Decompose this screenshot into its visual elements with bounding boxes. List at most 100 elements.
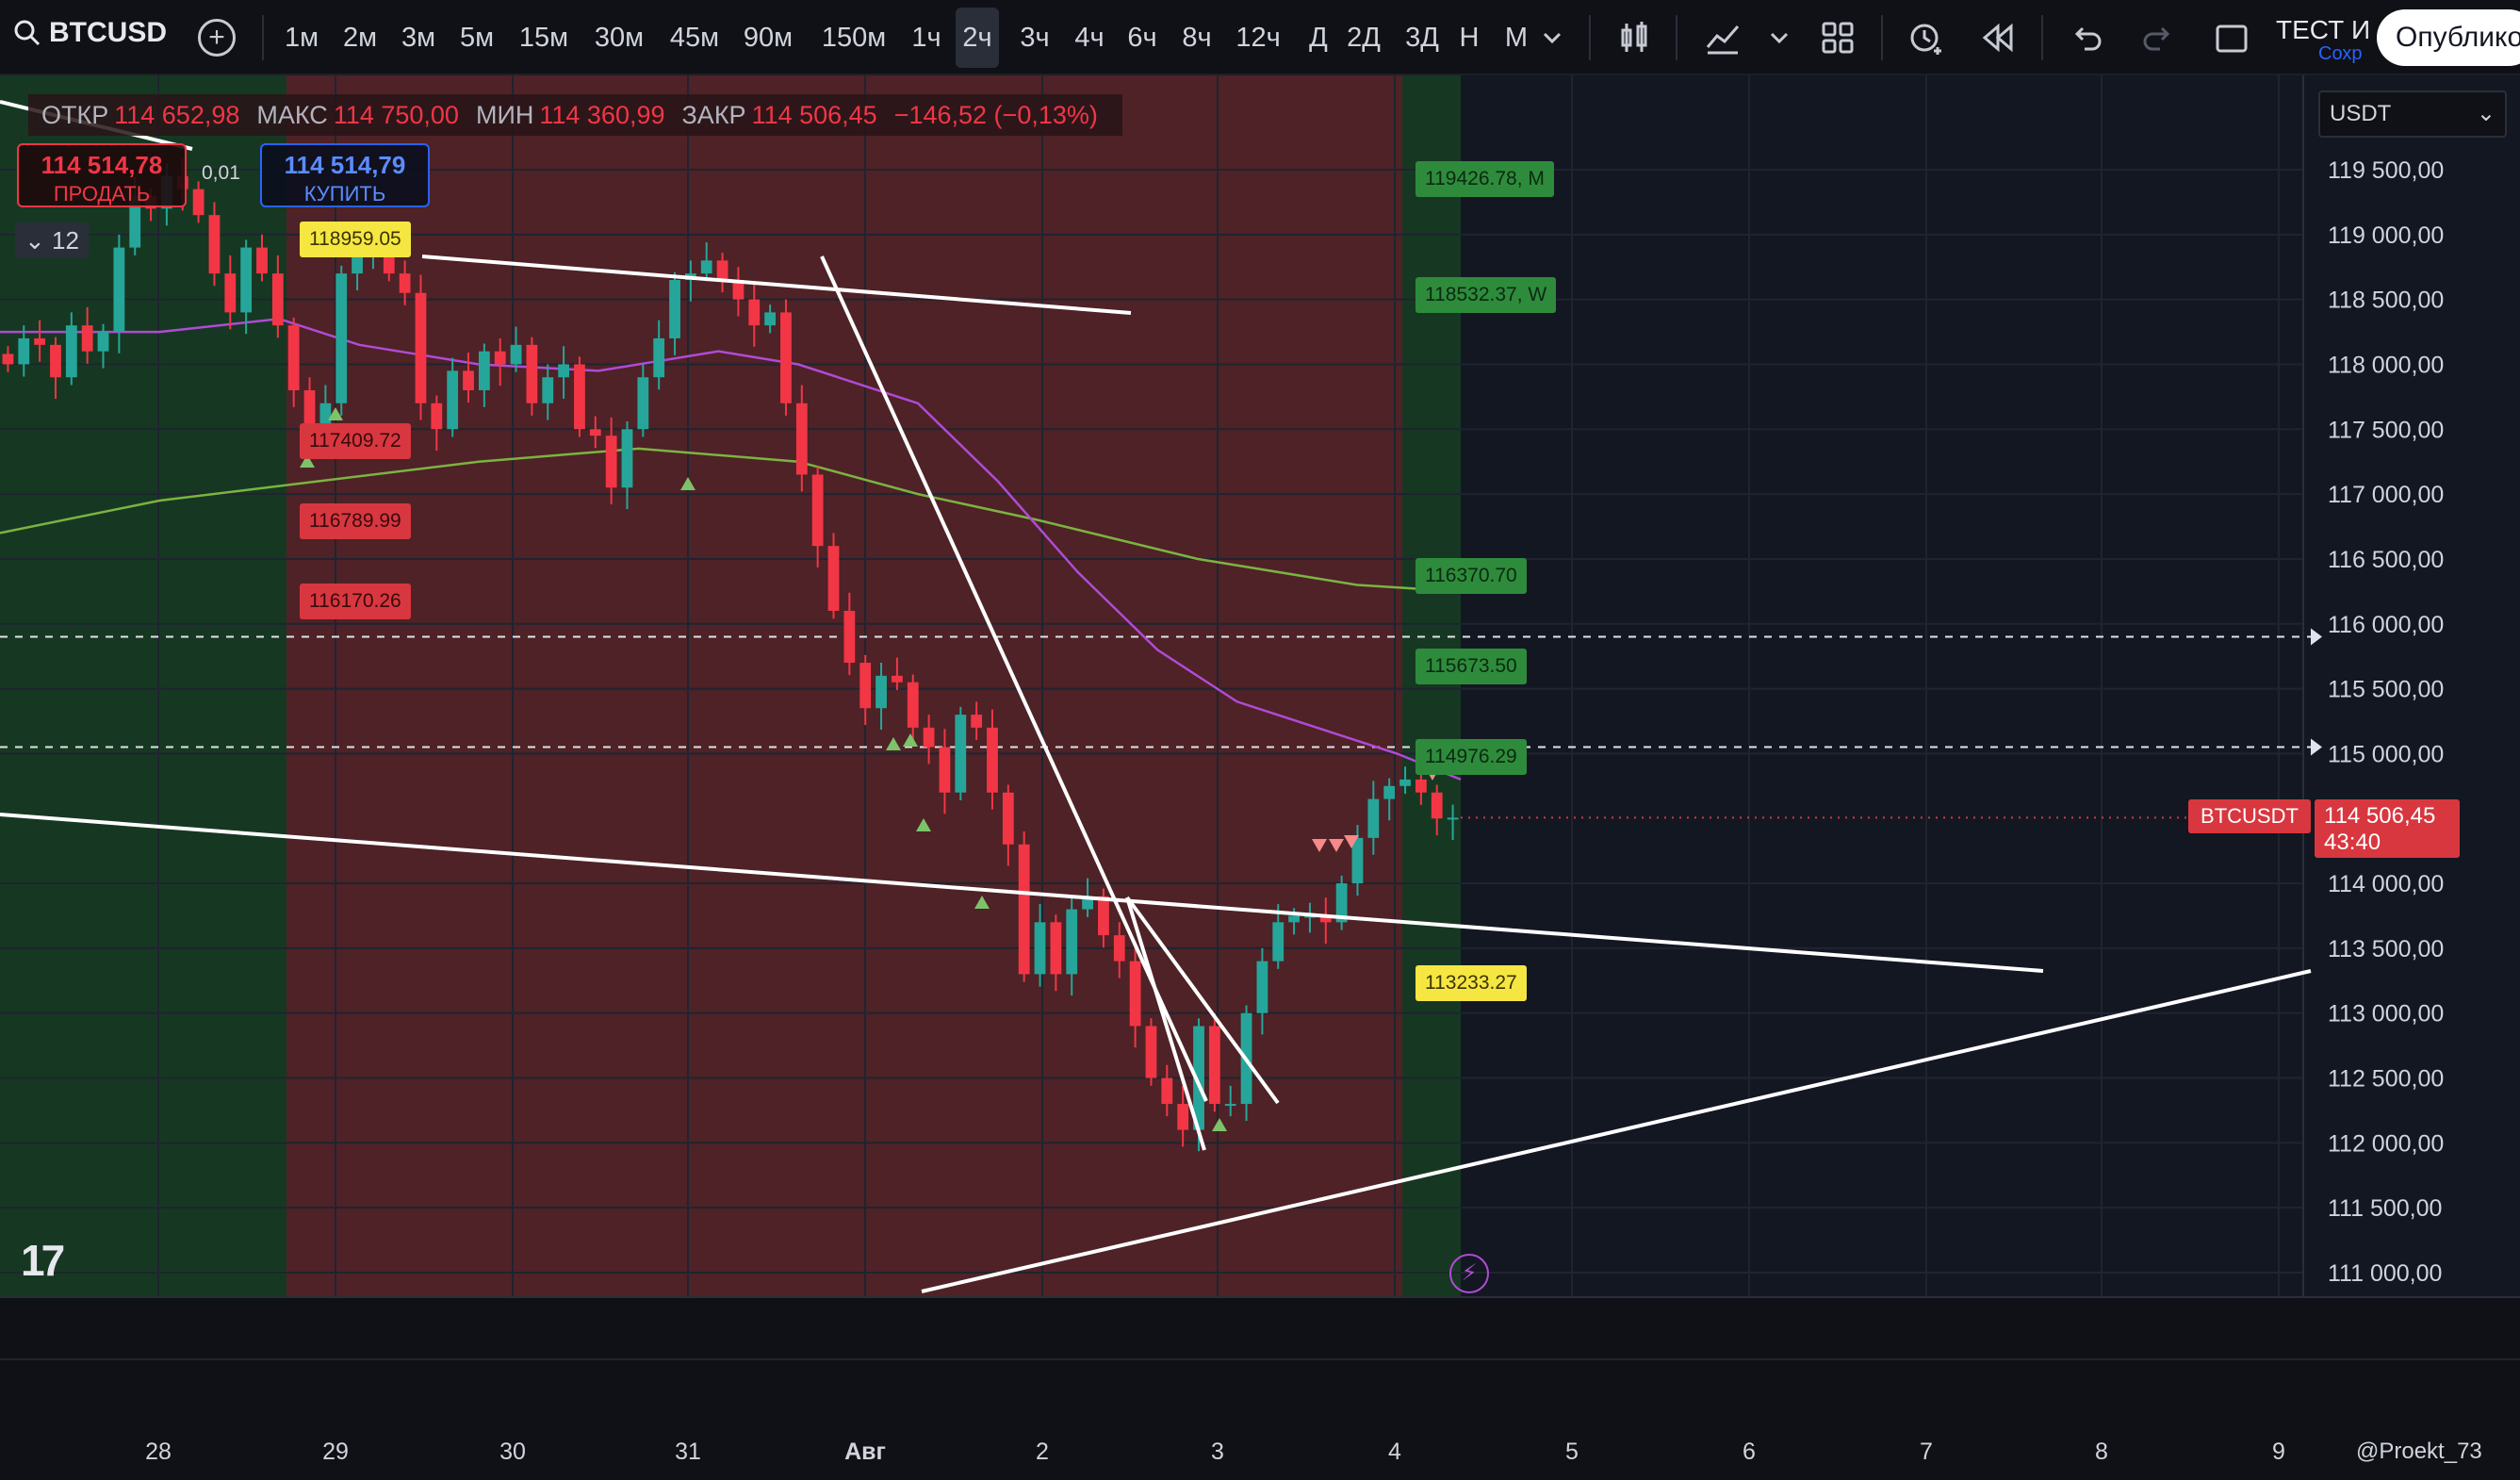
candle-body [811,474,824,547]
green-level-tag[interactable]: 116370.70 [1415,557,1527,594]
candle-body [447,370,459,430]
timeframe-1[interactable]: 2м [342,23,378,53]
indicators-collapse-button[interactable]: ⌄ 12 [15,222,89,258]
ohlc-legend: ОТКР 114 652,98 МАКС 114 750,00 МИН 114 … [28,94,1122,136]
candle-body [129,195,141,248]
candle-body [589,429,601,436]
green-level-tag[interactable]: 119426.78, M [1415,161,1554,198]
alert-clock-icon[interactable] [1906,17,1947,58]
buy-signal-icon [680,477,695,490]
timeframe-16[interactable]: Д [1309,23,1328,53]
price-axis-label: 115 500,00 [2328,677,2444,703]
timeframe-20[interactable]: М [1504,23,1529,53]
buy-signal-icon [974,896,990,909]
indicators-dropdown-icon[interactable] [1759,17,1800,58]
currency-select[interactable]: USDT ⌄ [2318,90,2507,138]
yellow-level-tag[interactable]: 113233.27 [1415,964,1527,1001]
candle-body [494,351,506,365]
indicators-count: 12 [52,226,79,255]
timeframe-18[interactable]: 3Д [1405,23,1439,53]
candle-body [1034,922,1046,975]
timeframe-7[interactable]: 90м [743,23,794,53]
price-axis-label: 111 000,00 [2328,1260,2442,1287]
buy-signal-icon [903,733,918,747]
timeframe-11[interactable]: 3ч [1020,23,1050,53]
timeframe-6[interactable]: 45м [669,23,720,53]
price-chart[interactable]: 119 500,00 119 000,00 118 500,00 118 000,00… [0,75,2520,1480]
candle-body [352,247,363,274]
buy-button[interactable]: 114 514,79 КУПИТЬ [260,143,430,207]
candle-body [1351,837,1364,884]
candle-body [1224,1104,1236,1107]
candle-body [764,312,777,326]
timeframe-19[interactable]: Н [1459,23,1480,53]
candle-body [716,260,728,280]
save-hint[interactable]: Сохр [2318,43,2363,64]
timeframe-2[interactable]: 3м [401,23,436,53]
timeframe-0[interactable]: 1м [284,23,319,53]
currency-value: USDT [2330,101,2392,126]
undo-icon[interactable] [2066,17,2107,58]
time-axis-label: 5 [1565,1439,1579,1465]
green-level-tag[interactable]: 118532.37, W [1415,277,1557,314]
redo-icon[interactable] [2137,17,2179,58]
layout-grid-icon[interactable] [1817,17,1858,58]
trend-line [0,813,2044,973]
toolbar-divider [1589,15,1591,60]
buy-price: 114 514,79 [284,151,406,179]
compare-add-icon[interactable]: + [198,19,236,57]
buy-signal-icon [1212,1118,1227,1131]
lightning-icon[interactable]: ⚡ [1449,1254,1489,1293]
price-axis-label: 115 000,00 [2328,741,2444,767]
price-axis-label: 112 500,00 [2328,1066,2444,1093]
timeframe-13[interactable]: 6ч [1127,23,1157,53]
spread-value: 0,01 [202,162,240,184]
low-value: 114 360,99 [539,100,665,129]
timeframe-4[interactable]: 15м [518,23,569,53]
candle-body [65,325,77,378]
fullscreen-icon[interactable] [2211,17,2252,58]
timeframe-15[interactable]: 12ч [1235,23,1281,53]
yellow-level-tag[interactable]: 118959.05 [300,222,411,258]
timeframe-3[interactable]: 5м [459,23,495,53]
timeframe-12[interactable]: 4ч [1074,23,1105,53]
timeframe-dropdown-icon[interactable] [1531,17,1573,58]
layout-name[interactable]: ТЕСТ И [2276,15,2371,44]
buy-signal-icon [916,818,931,831]
time-axis-label: 28 [145,1439,172,1465]
candle-body [415,292,427,403]
buy-signal-icon [328,407,343,420]
replay-icon[interactable] [1977,17,2019,58]
candle-body [1335,883,1348,923]
tradingview-logo-icon: 17 [21,1236,65,1285]
red-level-tag[interactable]: 116170.26 [300,584,411,620]
timeframe-8[interactable]: 150м [821,23,887,53]
symbol-name: BTCUSD [49,17,167,48]
candle-body [653,337,665,378]
green-level-tag[interactable]: 115673.50 [1415,648,1527,684]
green-level-tag[interactable]: 114976.29 [1415,738,1527,775]
chart-canvas[interactable]: 119 500,00 119 000,00 118 500,00 118 000,00… [0,75,2520,1480]
candle-body [621,429,633,488]
candle-body [574,364,585,430]
publish-button[interactable]: Опублико [2377,9,2520,66]
candle-body [431,403,443,430]
candle-body [732,280,745,300]
timeframe-9[interactable]: 1ч [911,23,941,53]
red-level-tag[interactable]: 116789.99 [300,503,411,540]
candle-body [463,370,474,390]
red-level-tag[interactable]: 117409.72 [300,422,411,459]
timeframe-14[interactable]: 8ч [1182,23,1212,53]
candles-chart-type-icon[interactable] [1613,17,1655,58]
candle-body [50,344,61,378]
candle-body [478,351,490,390]
candle-body [97,332,109,352]
price-axis-label: 113 500,00 [2328,936,2444,962]
timeframe-10[interactable]: 2ч [956,8,999,68]
candle-body [907,682,919,728]
timeframe-17[interactable]: 2Д [1347,23,1381,53]
indicators-icon[interactable] [1702,17,1743,58]
symbol-search[interactable]: BTCUSD [13,17,167,49]
sell-button[interactable]: 114 514,78 ПРОДАТЬ [17,143,187,207]
timeframe-5[interactable]: 30м [594,23,645,53]
